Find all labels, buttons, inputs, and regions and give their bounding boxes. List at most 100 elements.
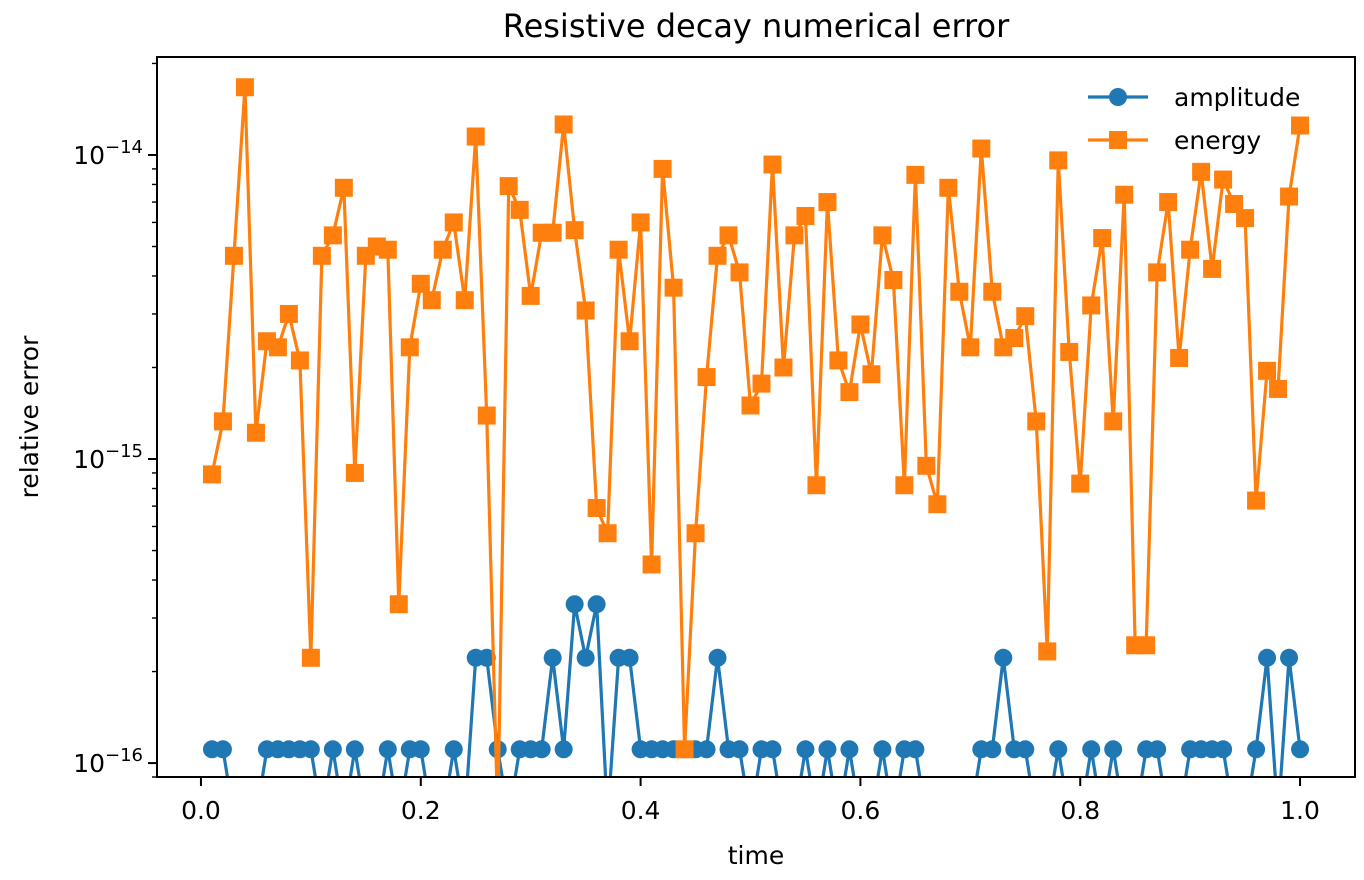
data-point-energy: [1203, 259, 1222, 278]
x-axis-label: time: [728, 841, 784, 870]
data-point-energy: [653, 159, 672, 178]
data-point-energy: [620, 332, 639, 351]
data-point-amplitude: [763, 740, 782, 759]
y-tick-label-base: 10: [73, 749, 105, 778]
x-tick-label: 0.2: [401, 796, 441, 825]
y-tick-label-exponent: −16: [105, 745, 143, 766]
data-point-energy: [587, 499, 606, 518]
y-tick-label-base: 10: [73, 445, 105, 474]
data-point-amplitude: [1148, 740, 1167, 759]
data-point-energy: [928, 495, 947, 514]
data-point-energy: [1016, 307, 1035, 326]
data-point-energy: [686, 524, 705, 543]
data-point-energy: [301, 648, 320, 667]
data-point-energy: [279, 304, 298, 323]
data-point-energy: [664, 278, 683, 297]
data-point-amplitude: [378, 740, 397, 759]
data-point-amplitude: [708, 648, 727, 667]
data-point-amplitude: [818, 740, 837, 759]
data-point-energy: [290, 351, 309, 370]
y-tick-label-base: 10: [73, 141, 105, 170]
data-point-energy: [961, 338, 980, 357]
data-point-energy: [939, 178, 958, 197]
data-point-energy: [1291, 116, 1310, 135]
data-point-energy: [906, 165, 925, 184]
data-point-energy: [950, 282, 969, 301]
x-tick-label: 0.0: [181, 796, 221, 825]
data-point-amplitude: [477, 648, 496, 667]
data-point-energy: [323, 226, 342, 245]
data-point-energy: [1038, 642, 1057, 661]
data-point-amplitude: [873, 740, 892, 759]
data-point-amplitude: [565, 595, 584, 614]
data-point-energy: [1137, 636, 1156, 655]
data-point-energy: [983, 282, 1002, 301]
data-point-energy: [829, 351, 848, 370]
data-point-energy: [422, 291, 441, 310]
data-point-amplitude: [1049, 740, 1068, 759]
data-point-energy: [1060, 342, 1079, 361]
legend: amplitude energy: [1088, 83, 1300, 155]
data-point-energy: [895, 476, 914, 495]
data-point-energy: [851, 315, 870, 334]
data-point-amplitude: [1247, 740, 1266, 759]
data-point-energy: [499, 177, 518, 196]
data-point-energy: [675, 740, 694, 759]
data-point-energy: [1192, 162, 1211, 181]
data-point-energy: [433, 240, 452, 259]
legend-marker-energy: [1109, 131, 1127, 149]
data-point-amplitude: [532, 740, 551, 759]
data-point-amplitude: [730, 740, 749, 759]
x-tick-label: 0.6: [841, 796, 881, 825]
data-point-amplitude: [994, 648, 1013, 667]
data-point-amplitude: [1016, 740, 1035, 759]
data-point-energy: [807, 476, 826, 495]
data-point-energy: [642, 555, 661, 574]
data-point-energy: [1082, 296, 1101, 315]
data-point-energy: [1170, 348, 1189, 367]
series-line-energy: [210, 85, 1302, 777]
data-point-amplitude: [796, 740, 815, 759]
data-point-energy: [521, 286, 540, 305]
data-point-energy: [862, 365, 881, 384]
data-point-amplitude: [213, 740, 232, 759]
data-point-energy: [697, 368, 716, 387]
data-point-energy: [1027, 412, 1046, 431]
data-point-energy: [752, 374, 771, 393]
data-point-energy: [818, 193, 837, 212]
data-point-energy: [1104, 412, 1123, 431]
data-point-energy: [719, 226, 738, 245]
chart-title: Resistive decay numerical error: [503, 7, 1010, 45]
data-point-energy: [1258, 361, 1277, 380]
data-point-energy: [1236, 209, 1255, 228]
data-point-amplitude: [543, 648, 562, 667]
legend-marker-amplitude: [1109, 88, 1127, 106]
data-point-energy: [565, 221, 584, 240]
data-point-energy: [631, 213, 650, 232]
data-point-amplitude: [411, 740, 430, 759]
data-point-amplitude: [697, 740, 716, 759]
data-point-energy: [202, 465, 221, 484]
data-point-amplitude: [345, 740, 364, 759]
data-point-amplitude: [1082, 740, 1101, 759]
data-point-energy: [972, 139, 991, 158]
data-point-amplitude: [444, 740, 463, 759]
x-tick-label: 1.0: [1280, 796, 1320, 825]
data-point-energy: [774, 358, 793, 377]
data-point-amplitude: [301, 740, 320, 759]
data-point-energy: [378, 240, 397, 259]
data-point-energy: [1071, 474, 1090, 493]
data-point-energy: [1093, 229, 1112, 248]
data-point-energy: [466, 127, 485, 146]
data-point-energy: [1247, 491, 1266, 510]
data-point-energy: [1269, 379, 1288, 398]
data-point-energy: [763, 155, 782, 174]
data-point-energy: [1148, 263, 1167, 282]
legend-label-amplitude: amplitude: [1174, 83, 1300, 112]
data-point-energy: [917, 456, 936, 475]
data-point-energy: [609, 240, 628, 259]
data-point-energy: [1181, 240, 1200, 259]
